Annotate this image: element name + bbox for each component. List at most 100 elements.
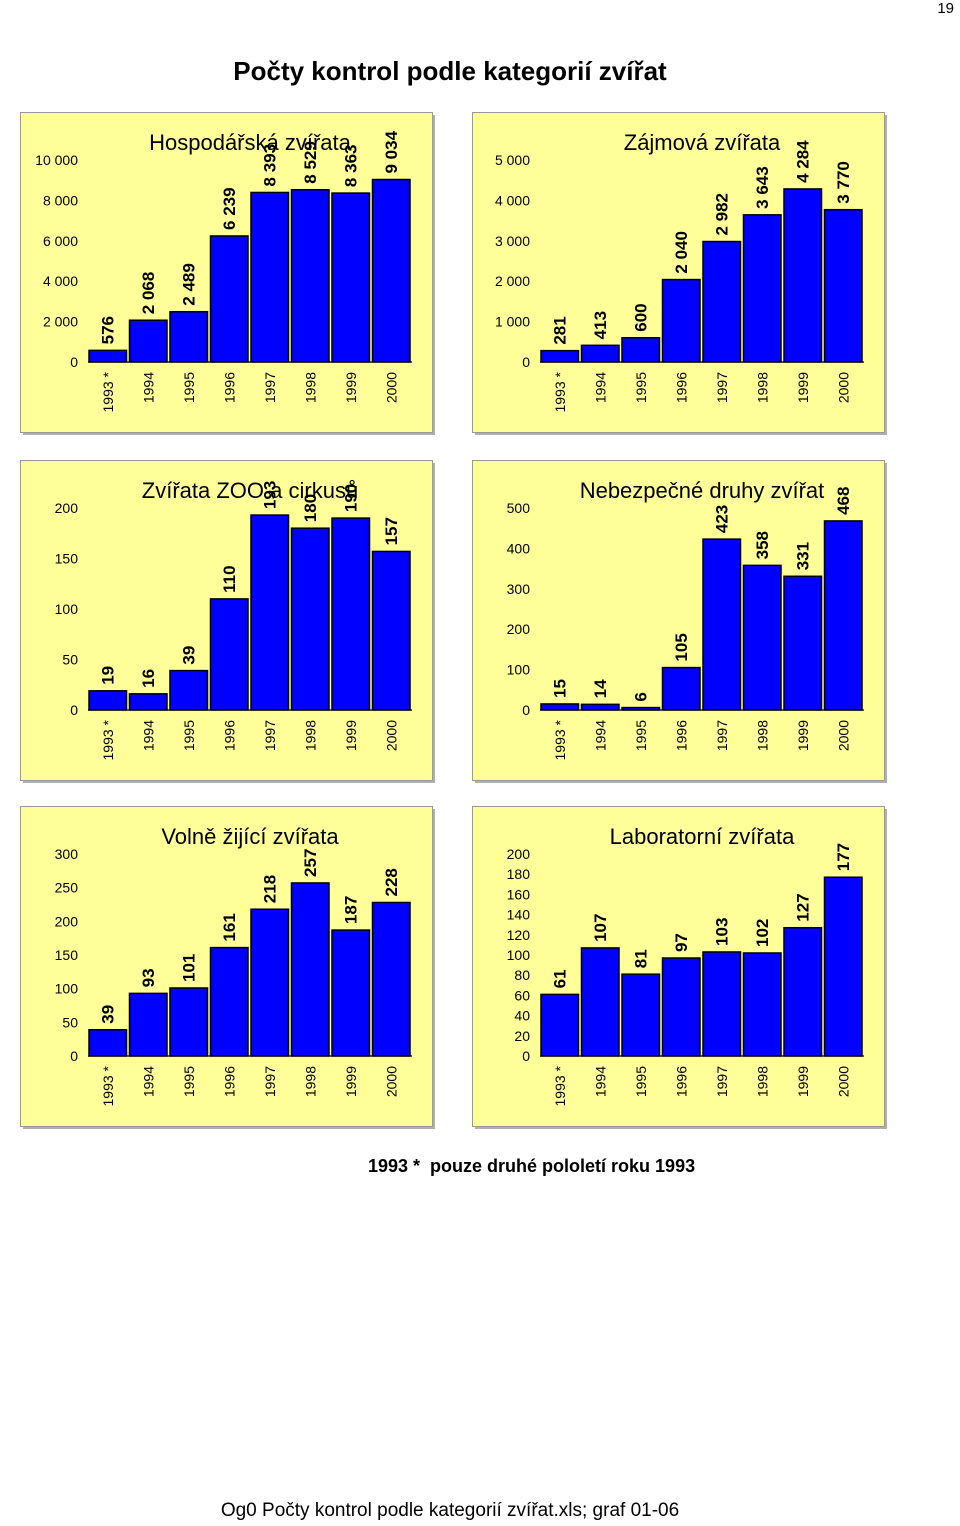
data-label: 127 [794,893,813,921]
data-label: 2 489 [180,263,199,306]
bar [290,882,330,1057]
y-tick-label: 120 [507,927,531,943]
chart-svg: Nebezpečné druhy zvířat 0 100 200 300 400 500 1… [472,460,887,783]
data-label: 2 040 [672,231,691,274]
y-tick-label: 4 000 [43,273,78,289]
y-tick-label: 100 [507,947,531,963]
y-tick-label: 6 000 [43,233,78,249]
bar [209,946,249,1057]
bar [783,575,823,711]
data-label: 8 529 [301,141,320,184]
x-tick-label: 1996 [221,720,237,751]
data-label: 600 [632,303,651,331]
x-tick-label: 1999 [343,720,359,751]
y-tick-label: 160 [507,886,531,902]
data-label: 19 [99,666,118,685]
bar [290,188,330,363]
chart-zoo-a-cirkusu: Zvířata ZOO a cirkusů 0 50 100 150 200 19 1993 … [20,460,436,784]
data-label: 413 [591,311,610,339]
bar [702,538,742,711]
x-tick-label: 1996 [673,372,689,403]
bar [621,337,661,363]
y-tick-label: 20 [514,1028,530,1044]
data-label: 193 [261,481,280,509]
data-label: 331 [794,542,813,570]
y-tick-label: 0 [522,702,530,718]
chart-svg: Volně žijící zvířata 0 50 100 150 200 250 300 39… [20,806,435,1129]
bar [88,690,128,711]
chart-title: Laboratorní zvířata [610,824,795,849]
bar [783,926,823,1057]
page-title: Počty kontrol podle kategorií zvířat [233,56,667,86]
data-label: 358 [753,531,772,559]
bar [250,191,290,363]
x-tick-label: 1995 [181,372,197,403]
data-label: 101 [180,954,199,982]
x-tick-label: 2000 [835,1066,851,1097]
data-label: 15 [551,679,570,698]
bar [169,987,209,1057]
bar [169,310,209,363]
x-tick-label: 1993 * [552,1065,568,1106]
bar [540,349,580,363]
bar [783,188,823,363]
data-label: 61 [551,969,570,988]
x-tick-label: 1998 [754,720,770,751]
page-footer: Og0 Počty kontrol podle kategorií zvířat… [220,1500,680,1521]
data-label: 2 068 [139,272,158,315]
x-tick-label: 1995 [633,1066,649,1097]
bar [702,951,742,1057]
bar [661,957,701,1057]
chart-svg: Hospodářská zvířata 0 2 000 4 000 6 000 8 000… [20,112,435,435]
bar [823,876,863,1057]
bar [823,520,863,711]
x-tick-label: 1993 * [100,1065,116,1106]
bar [88,1028,128,1057]
x-tick-label: 1995 [633,720,649,751]
x-tick-label: 1998 [302,372,318,403]
y-tick-label: 200 [55,913,79,929]
y-tick-label: 50 [62,652,78,668]
y-tick-label: 2 000 [43,314,78,330]
x-tick-label: 2000 [835,720,851,751]
x-tick-label: 1997 [714,720,730,751]
data-label: 6 239 [220,187,239,230]
chart-svg: Zvířata ZOO a cirkusů 0 50 100 150 200 19 1993 … [20,460,435,783]
chart-title: Hospodářská zvířata [149,130,352,155]
data-label: 97 [672,933,691,952]
y-tick-label: 0 [70,702,78,718]
x-tick-label: 1997 [262,372,278,403]
data-label: 81 [632,949,651,968]
data-label: 2 982 [713,193,732,236]
bar [128,693,168,711]
y-tick-label: 100 [55,981,79,997]
x-tick-label: 1993 * [552,371,568,412]
y-tick-label: 300 [507,581,531,597]
bar [621,973,661,1057]
bar [540,993,580,1057]
chart-title: Zájmová zvířata [624,130,781,155]
data-label: 6 [632,692,651,701]
bar [742,564,782,711]
x-tick-label: 2000 [383,720,399,751]
x-tick-label: 1997 [262,720,278,751]
y-tick-label: 200 [507,846,531,862]
y-tick-label: 40 [514,1008,530,1024]
footnote: 1993 * pouze druhé pololetí roku 1993 [368,1156,696,1176]
x-tick-label: 1993 * [552,719,568,760]
y-tick-label: 300 [55,846,79,862]
y-tick-label: 50 [62,1014,78,1030]
y-tick-label: 0 [522,354,530,370]
y-tick-label: 100 [507,662,531,678]
y-tick-label: 80 [514,967,530,983]
data-label: 8 363 [342,145,361,188]
y-tick-label: 150 [55,947,79,963]
data-label: 93 [139,968,158,987]
bar [128,319,168,363]
data-label: 257 [301,849,320,877]
data-label: 102 [753,919,772,947]
x-tick-label: 1997 [262,1066,278,1097]
x-tick-label: 2000 [835,372,851,403]
x-tick-label: 1999 [343,1066,359,1097]
x-tick-label: 1994 [140,372,156,403]
